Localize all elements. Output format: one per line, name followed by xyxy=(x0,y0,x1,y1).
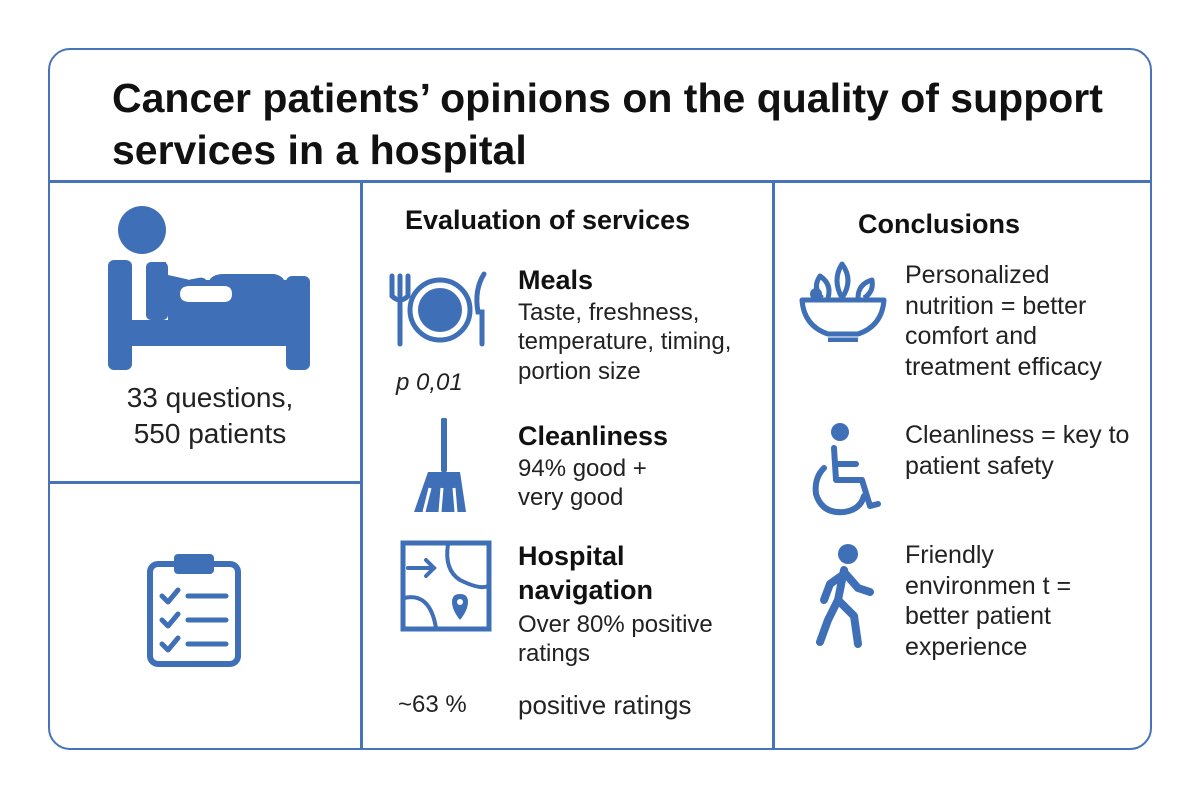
conclusion-environment: Friendly environmen t = better patient e… xyxy=(905,541,1072,661)
title-divider xyxy=(50,180,1150,183)
infographic-frame: Cancer patients’ opinions on the quality… xyxy=(48,48,1152,750)
conclusion-cleanliness: Cleanliness = key to patient safety xyxy=(905,421,1130,480)
broom-icon xyxy=(410,418,470,514)
column-divider-right xyxy=(772,180,775,748)
walking-person-icon xyxy=(814,544,878,648)
evaluation-heading: Evaluation of services xyxy=(405,205,691,235)
conclusion-nutrition: Personalized nutrition = better comfort … xyxy=(905,261,1102,381)
stats-patients: 550 patients xyxy=(133,418,287,449)
cleanliness-title: Cleanliness xyxy=(518,421,669,451)
meals-title: Meals xyxy=(518,265,594,295)
page-title: Cancer patients’ opinions on the quality… xyxy=(112,75,1103,173)
meals-text: Taste, freshness, temperature, timing, p… xyxy=(518,299,732,385)
overall-positive-value: ~63 % xyxy=(398,691,467,718)
patient-bed-icon xyxy=(106,202,322,372)
wheelchair-icon xyxy=(808,422,884,522)
meals-p-value: p 0,01 xyxy=(396,369,463,396)
map-pin-icon xyxy=(400,540,492,632)
navigation-text: Over 80% positive ratings xyxy=(518,611,713,668)
cleanliness-text: 94% good + very good xyxy=(518,455,647,512)
overall-positive-text: positive ratings xyxy=(518,690,692,720)
salad-bowl-icon xyxy=(798,260,888,342)
plate-cutlery-icon xyxy=(386,270,492,350)
stats-questions: 33 questions, xyxy=(126,382,294,413)
clipboard-checklist-icon xyxy=(146,550,242,668)
navigation-title: Hospital navigation xyxy=(518,541,654,605)
conclusions-heading: Conclusions xyxy=(858,209,1021,239)
column-divider-left xyxy=(360,180,363,748)
left-cell-divider xyxy=(50,481,362,484)
